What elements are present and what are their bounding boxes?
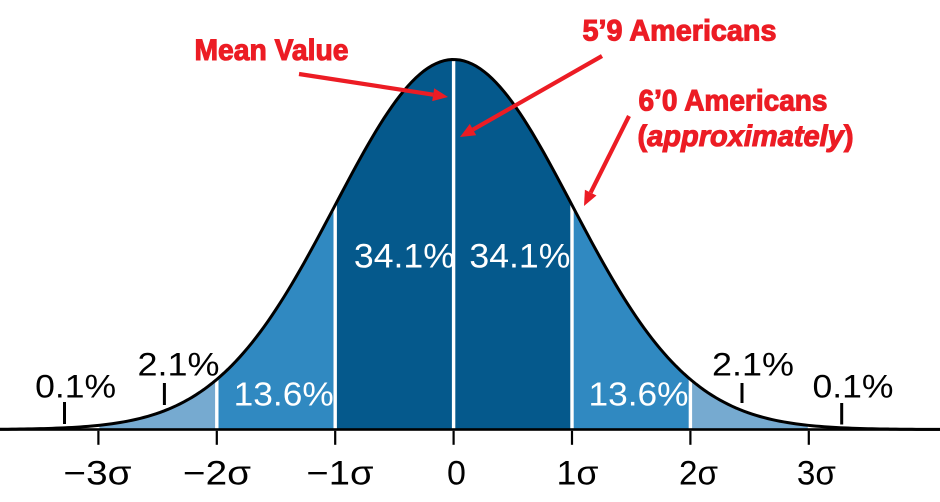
svg-text:2σ: 2σ	[679, 455, 718, 493]
svg-text:0: 0	[447, 455, 466, 493]
svg-text:1σ: 1σ	[557, 455, 599, 493]
svg-text:0.1%: 0.1%	[35, 368, 116, 404]
svg-text:−2σ: −2σ	[183, 455, 251, 493]
svg-text:13.6%: 13.6%	[234, 375, 334, 412]
svg-text:2.1%: 2.1%	[712, 346, 794, 382]
svg-text:34.1%: 34.1%	[354, 237, 455, 275]
svg-text:5’9 Americans: 5’9 Americans	[583, 15, 777, 48]
svg-text:−3σ: −3σ	[64, 455, 132, 493]
svg-text:6’0 Americans: 6’0 Americans	[639, 85, 828, 118]
svg-text:(approximately): (approximately)	[638, 120, 854, 153]
svg-text:34.1%: 34.1%	[469, 237, 570, 275]
svg-text:Mean Value: Mean Value	[195, 34, 349, 67]
svg-text:0.1%: 0.1%	[813, 368, 894, 404]
svg-text:13.6%: 13.6%	[589, 375, 689, 412]
svg-text:3σ: 3σ	[797, 455, 836, 493]
svg-text:2.1%: 2.1%	[138, 346, 220, 382]
svg-text:−1σ: −1σ	[307, 455, 374, 493]
